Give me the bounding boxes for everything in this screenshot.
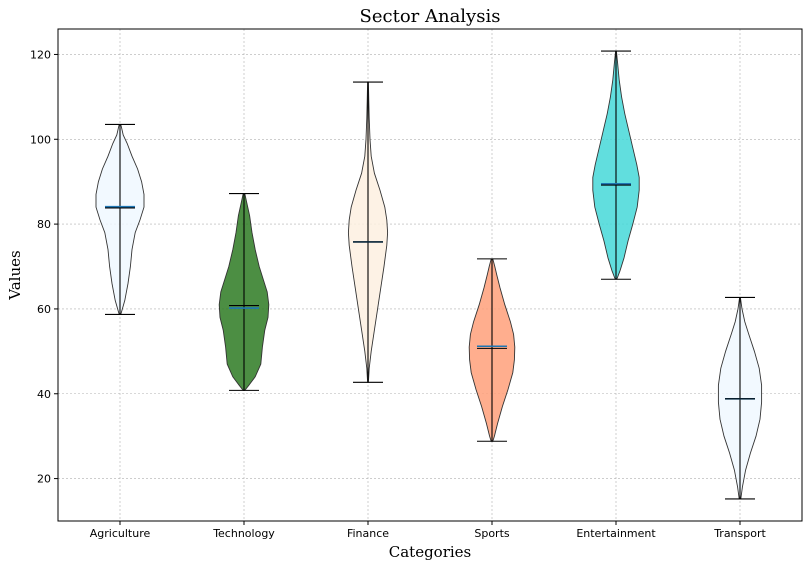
y-tick-label: 40 xyxy=(37,388,51,401)
x-tick-label: Agriculture xyxy=(90,527,151,540)
violin-agriculture xyxy=(95,123,145,315)
violin-series xyxy=(95,50,763,500)
violin-transport xyxy=(717,296,763,500)
violin-entertainment xyxy=(592,50,640,280)
x-axis-label: Categories xyxy=(389,543,472,561)
x-tick-label: Entertainment xyxy=(576,527,656,540)
plot-frame xyxy=(57,28,803,522)
y-tick-label: 100 xyxy=(30,133,51,146)
x-tick-label: Sports xyxy=(474,527,510,540)
y-tick-label: 60 xyxy=(37,303,51,316)
y-axis-ticks: 20 40 60 80 100 120 xyxy=(30,48,58,486)
y-axis-label: Values xyxy=(6,250,24,300)
y-tick-label: 20 xyxy=(37,473,51,486)
y-tick-label: 120 xyxy=(30,48,51,61)
violin-finance xyxy=(347,81,389,383)
chart-title: Sector Analysis xyxy=(360,6,501,27)
y-tick-label: 80 xyxy=(37,218,51,231)
violin-technology xyxy=(218,193,270,391)
grid-lines xyxy=(58,29,802,521)
x-tick-label: Technology xyxy=(212,527,275,540)
violin-sports xyxy=(468,258,516,442)
x-tick-label: Transport xyxy=(713,527,766,540)
x-axis-ticks: Agriculture Technology Finance Sports Entert… xyxy=(90,521,766,540)
x-tick-label: Finance xyxy=(347,527,389,540)
